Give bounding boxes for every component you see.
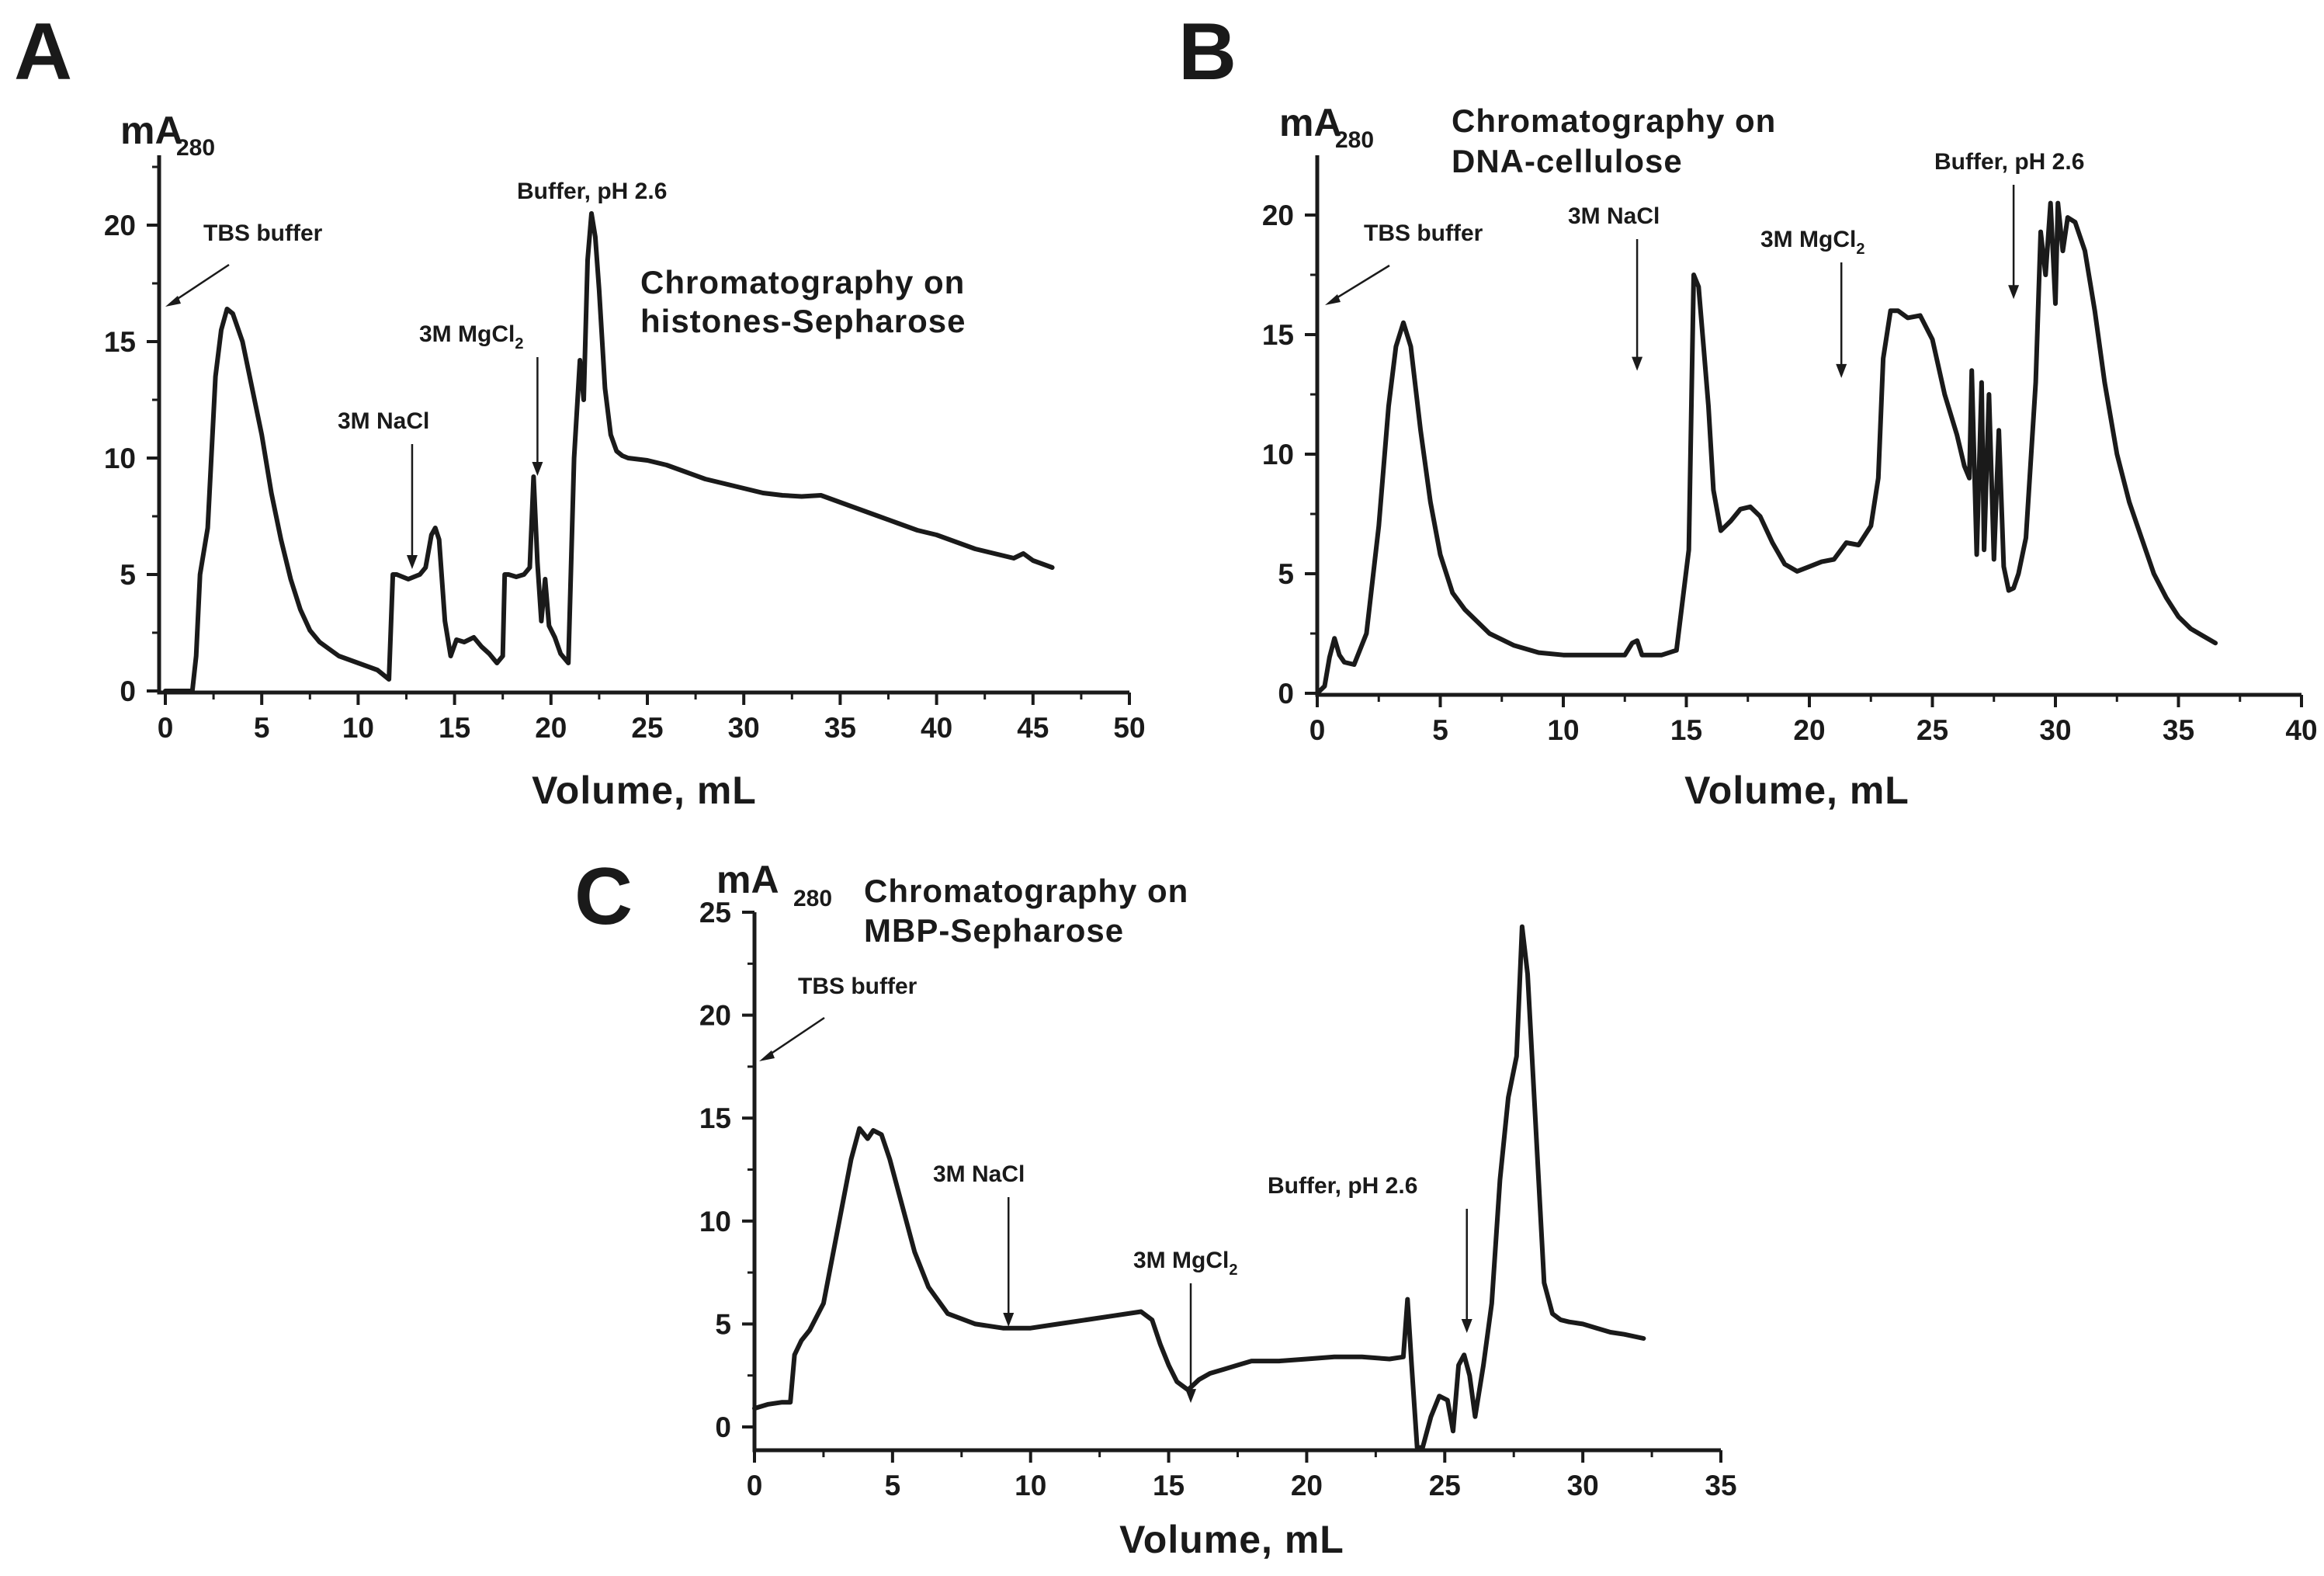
panel-a-x-tick-label: 0 [158, 712, 174, 744]
panel-b-y-tick-label: 15 [1262, 319, 1294, 351]
panel-b-x-tick-label: 20 [1793, 714, 1825, 746]
panel-a-x-tick-label: 15 [439, 712, 470, 744]
panel-a-y-tick-label: 5 [120, 559, 136, 591]
panel-b-annotation-arrow [1330, 264, 1390, 303]
panel-b-y-unit-subscript: 280 [1335, 127, 1374, 153]
panel-c-y-unit-subscript: 280 [793, 886, 832, 911]
panel-c-y-tick-label: 0 [715, 1411, 731, 1443]
panel-a-annotation-2: 3M NaCl [338, 408, 429, 434]
panel-c-arrowhead [1185, 1389, 1197, 1404]
panel-a-x-axis-label: Volume, mL [532, 769, 757, 812]
panel-a-y-tick-label: 10 [104, 443, 136, 474]
panel-a-x-tick-label: 50 [1113, 712, 1145, 744]
panel-a-annotation-3: 3M MgCl2 [419, 321, 523, 352]
panel-a-letter: A [14, 7, 72, 97]
panel-a-y-unit-subscript: 280 [176, 135, 215, 161]
panel-b-x-tick-label: 0 [1309, 714, 1326, 746]
panel-c-annotation-3: 3M MgCl2 [1133, 1248, 1237, 1279]
panel-a-title-line-2: histones-Sepharose [640, 303, 966, 339]
panel-c-x-tick-label: 10 [1015, 1470, 1046, 1501]
panel-c-x-tick-label: 5 [885, 1470, 901, 1501]
panel-c-y-unit: mA [716, 858, 779, 901]
panel-c: C mA 280 Chromatography on MBP-Sepharose… [574, 852, 1737, 1561]
panel-b-x-tick-label: 30 [2039, 714, 2071, 746]
panel-b-arrowhead [2008, 285, 2020, 300]
panel-a-x-tick-label: 5 [254, 712, 270, 744]
panel-b-arrowhead [1325, 294, 1341, 305]
panel-b-annotation-4: Buffer, pH 2.6 [1934, 149, 2084, 175]
panel-a-y-tick-label: 0 [120, 675, 136, 707]
panel-a-y-tick-label: 15 [104, 326, 136, 358]
panel-a-y-tick-label: 20 [104, 210, 136, 241]
panel-c-x-tick-label: 30 [1567, 1470, 1599, 1501]
panel-c-arrowhead [1003, 1313, 1015, 1328]
panel-c-annotation-1: TBS buffer [798, 974, 917, 999]
panel-b-arrowhead [1632, 356, 1643, 371]
panel-a-x-tick-label: 30 [728, 712, 760, 744]
panel-b-y-unit: mA [1279, 101, 1342, 144]
panel-c-title-line-2: MBP-Sepharose [864, 912, 1124, 949]
panel-a-x-tick-label: 40 [921, 712, 952, 744]
panel-b-annotation-1: TBS buffer [1364, 220, 1483, 246]
panel-c-x-tick-label: 35 [1705, 1470, 1736, 1501]
panel-c-annotation-arrow [765, 1016, 825, 1059]
panel-c-x-tick-label: 25 [1429, 1470, 1461, 1501]
panel-a-y-unit: mA [120, 109, 183, 152]
panel-c-y-tick-label: 15 [699, 1102, 731, 1134]
panel-a-arrowhead [532, 462, 543, 476]
panel-b-x-tick-label: 10 [1547, 714, 1579, 746]
panel-c-arrowhead [1461, 1319, 1472, 1334]
panel-c-title-line-1: Chromatography on [864, 873, 1188, 909]
panel-c-y-tick-label: 20 [699, 1000, 731, 1032]
panel-a-series-line [163, 211, 1055, 693]
panel-a-x-tick-label: 10 [342, 712, 374, 744]
panel-b-y-tick-label: 5 [1278, 558, 1294, 590]
panel-b-y-tick-label: 20 [1262, 200, 1294, 231]
panel-c-y-tick-label: 25 [699, 897, 731, 929]
panel-b: B mA 280 Chromatography on DNA-cellulose… [1178, 7, 2318, 812]
panel-a-annotation-1: TBS buffer [203, 220, 323, 246]
panel-c-x-tick-label: 0 [747, 1470, 763, 1501]
panel-a-x-tick-label: 25 [631, 712, 663, 744]
panel-b-letter: B [1178, 7, 1237, 97]
panel-b-x-tick-label: 35 [2163, 714, 2194, 746]
panel-c-annotation-4: Buffer, pH 2.6 [1268, 1173, 1417, 1199]
panel-a-x-tick-label: 35 [824, 712, 856, 744]
panel-c-x-axis-label: Volume, mL [1119, 1518, 1344, 1561]
panel-a-x-tick-label: 20 [535, 712, 567, 744]
panel-b-title-line-1: Chromatography on [1452, 102, 1776, 139]
panel-a-annotation-4: Buffer, pH 2.6 [517, 179, 667, 204]
panel-c-series-line [752, 924, 1646, 1450]
panel-a-title-line-1: Chromatography on [640, 264, 965, 300]
panel-a-arrowhead [165, 296, 181, 307]
panel-a-x-tick-label: 45 [1017, 712, 1049, 744]
panel-b-x-tick-label: 25 [1916, 714, 1948, 746]
panel-b-y-tick-label: 0 [1278, 678, 1294, 710]
panel-a: A mA 280 Chromatography on histones-Seph… [14, 7, 1146, 812]
panel-b-series-line [1315, 200, 2218, 696]
panel-b-x-axis-label: Volume, mL [1684, 769, 1909, 812]
panel-c-y-tick-label: 10 [699, 1206, 731, 1238]
panel-b-annotation-3: 3M MgCl2 [1760, 227, 1864, 258]
panel-b-x-tick-label: 15 [1670, 714, 1702, 746]
panel-c-x-tick-label: 20 [1291, 1470, 1323, 1501]
panel-c-arrowhead [759, 1050, 775, 1061]
panel-b-arrowhead [1836, 363, 1847, 378]
panel-c-y-tick-label: 5 [715, 1308, 731, 1340]
panel-b-y-tick-label: 10 [1262, 439, 1294, 470]
panel-c-letter: C [574, 852, 633, 942]
panel-b-annotation-2: 3M NaCl [1568, 203, 1660, 229]
panel-c-annotation-2: 3M NaCl [933, 1161, 1025, 1187]
panel-a-arrowhead [406, 555, 418, 569]
panel-b-x-tick-label: 5 [1432, 714, 1448, 746]
panel-c-x-tick-label: 15 [1153, 1470, 1185, 1501]
panel-a-annotation-arrow [171, 263, 230, 304]
panel-b-x-tick-label: 40 [2285, 714, 2317, 746]
panel-b-title-line-2: DNA-cellulose [1452, 143, 1683, 179]
